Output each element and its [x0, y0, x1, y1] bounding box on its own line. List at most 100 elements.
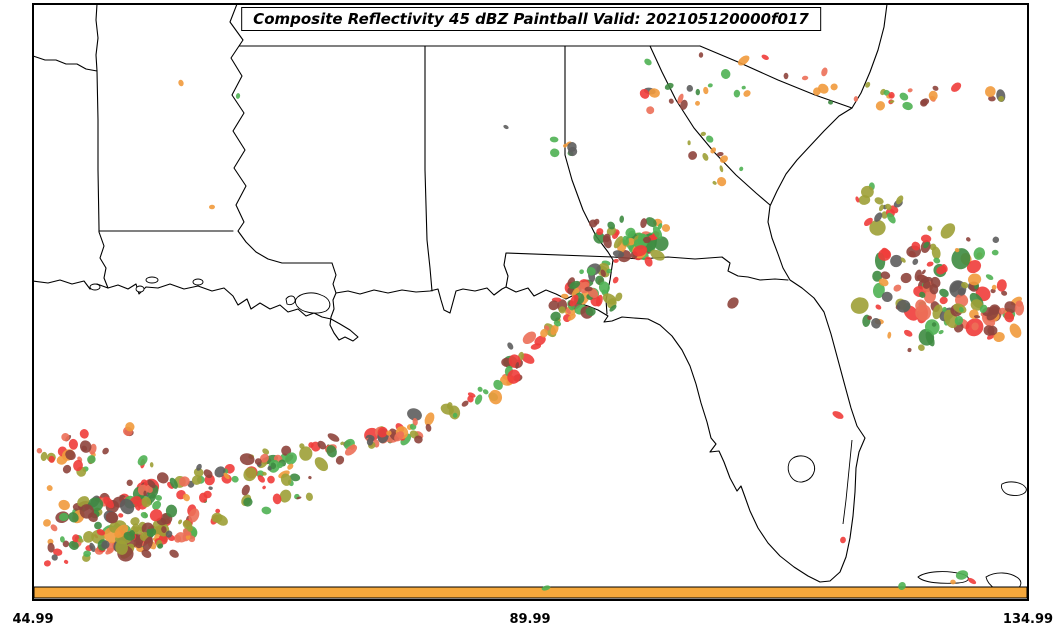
paintball-dot — [596, 228, 604, 236]
paintball-dot — [143, 490, 147, 497]
paintball-dot — [622, 235, 629, 246]
paintball-dot — [878, 204, 884, 212]
paintball-dot — [550, 311, 561, 322]
paintball-dot — [36, 447, 43, 454]
paintball-dot — [923, 241, 930, 249]
paintball-dot — [79, 440, 92, 453]
paintball-dot — [366, 437, 374, 446]
paintball-dot — [931, 246, 941, 260]
paintball-dot — [609, 304, 617, 312]
paintball-dot — [156, 472, 169, 484]
paintball-dot — [970, 299, 983, 311]
paintball-dot — [926, 261, 934, 267]
paintball-dot — [686, 85, 694, 92]
paintball-dot — [644, 58, 652, 66]
paintball-dot — [101, 540, 110, 549]
paintball-dot — [661, 224, 671, 232]
paintball-dot — [703, 86, 709, 95]
paintball-dot — [883, 89, 891, 96]
paintball-dot — [907, 347, 912, 353]
paintball-dot — [645, 217, 657, 228]
paintball-dot — [412, 418, 418, 426]
paintball-dot — [887, 331, 892, 339]
paintball-dot — [149, 509, 163, 522]
x-tick-label-right: 134.99 — [1003, 612, 1053, 627]
paintball-dot — [896, 299, 911, 313]
state-borders — [34, 5, 853, 315]
paintball-dot — [196, 463, 202, 471]
paintball-dot — [280, 473, 292, 486]
paintball-dot — [899, 92, 909, 101]
paintball-dot — [606, 268, 612, 274]
paintball-dot — [126, 479, 133, 486]
paintball-dot — [149, 462, 154, 468]
paintball-dot — [961, 281, 969, 289]
paintball-dot — [257, 475, 265, 483]
paintball-dot — [828, 100, 833, 105]
paintball-dot — [706, 135, 714, 143]
paintball-dot — [585, 307, 596, 316]
paintball-dot — [613, 235, 624, 249]
paintball-dot — [48, 455, 55, 463]
paintball-dot — [720, 69, 731, 79]
paintball-dot — [53, 548, 63, 556]
paintball-dot — [1014, 301, 1025, 316]
paintball-dot — [299, 446, 313, 461]
paintball-dot — [890, 254, 903, 268]
paintball-dot — [567, 146, 578, 157]
paintball-dot — [115, 540, 128, 555]
paintball-dot — [243, 497, 253, 507]
paintball-dot — [992, 236, 1000, 244]
paintball-dot — [394, 431, 405, 442]
paintball-dot — [231, 475, 239, 483]
paintball-dot — [51, 554, 58, 561]
paintball-dot — [46, 485, 53, 492]
paintball-dot — [900, 257, 906, 263]
paintball-dot — [193, 467, 204, 477]
paintball-dot — [942, 306, 947, 312]
paintball-dot — [488, 389, 503, 405]
paintball-dot — [58, 499, 70, 511]
paintball-dot — [477, 386, 483, 392]
paintball-dot — [43, 519, 51, 527]
paintball-dot — [907, 88, 913, 93]
paintball-dot — [62, 464, 72, 474]
paintball-dot — [50, 524, 58, 532]
lake-okeechobee — [787, 455, 815, 483]
paintball-dot — [105, 511, 119, 524]
paintball-dot — [211, 512, 223, 523]
paintball-dot — [272, 493, 282, 505]
paintball-dot — [424, 412, 435, 426]
paintball-dot — [727, 297, 739, 309]
paintball-dot — [586, 266, 596, 276]
coastline — [34, 5, 888, 583]
paintball-dot — [648, 88, 660, 98]
bahamas-island-north — [1001, 481, 1027, 496]
paintball-dot — [152, 500, 162, 510]
paintball-dot — [327, 433, 340, 442]
paintball-dot — [878, 248, 892, 261]
paintball-dot — [642, 236, 651, 244]
paintball-dot — [853, 96, 859, 102]
paintball-dot — [267, 475, 275, 484]
paintball-dot — [125, 422, 135, 432]
paintball-dot — [889, 205, 899, 214]
paintball-dot — [988, 95, 996, 102]
paintball-dot — [991, 249, 999, 256]
paintball-dot — [612, 276, 619, 284]
paintball-dot — [239, 453, 255, 466]
paintball-dot — [743, 90, 751, 97]
paintball-dot — [613, 258, 619, 263]
paintball-dot — [600, 269, 606, 277]
paintball-dot — [119, 498, 135, 515]
paintball-dot — [918, 344, 925, 352]
paintball-dot — [687, 140, 691, 146]
paintball-dot — [863, 217, 873, 227]
paintball-dot — [62, 540, 70, 548]
paintball-dot — [761, 54, 769, 60]
paintball-dot — [927, 225, 933, 232]
paintball-dot — [68, 540, 79, 550]
paintball-dot — [102, 447, 109, 455]
paintball-dot — [612, 250, 625, 258]
paintball-dot — [893, 284, 902, 292]
